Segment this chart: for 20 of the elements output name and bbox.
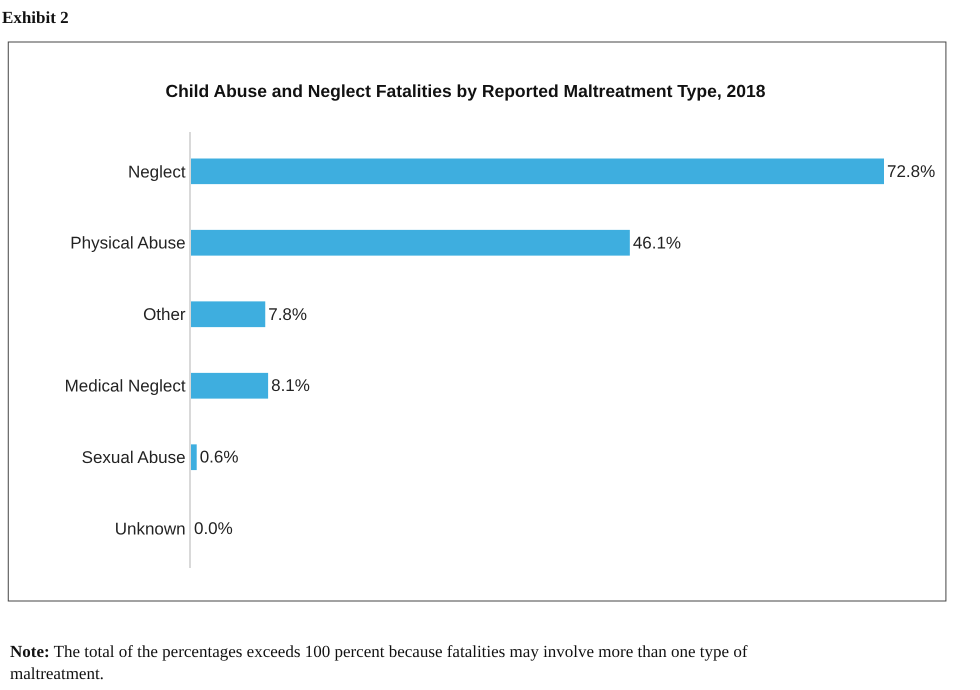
bar: [191, 372, 268, 399]
bar: [191, 230, 630, 256]
text: Exhibit 2: [2, 8, 69, 27]
bar: [191, 301, 266, 328]
data-label: 0.0%: [194, 519, 233, 538]
data-label: 8.1%: [271, 376, 310, 396]
y-tick-label: Physical Abuse: [70, 234, 186, 253]
y-tick-label: Other: [143, 305, 186, 324]
bar: [191, 444, 197, 470]
data-label: 46.1%: [632, 233, 682, 252]
chart-title: Child Abuse and Neglect Fatalities by Reported Maltreatment Type, 2018: [165, 81, 766, 102]
data-label: 7.8%: [268, 304, 307, 324]
bar: [191, 158, 884, 184]
y-tick-label: Neglect: [128, 162, 186, 182]
text: Note: The total of the percentages exceeds 100 percent because fatalities may involve more than one type of maltreatment.: [10, 642, 748, 684]
data-label: 72.8%: [887, 162, 936, 181]
y-tick-label: Sexual Abuse: [82, 448, 186, 468]
y-tick-label: Medical Neglect: [64, 376, 186, 396]
data-label: 0.6%: [200, 448, 238, 467]
y-tick-label: Unknown: [114, 520, 186, 539]
